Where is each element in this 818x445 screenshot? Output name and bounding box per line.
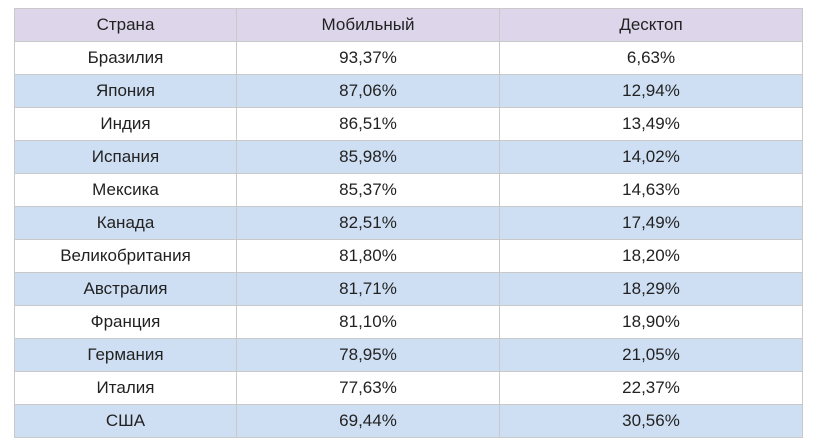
cell-desktop: 17,49% bbox=[499, 206, 803, 240]
cell-desktop: 18,90% bbox=[499, 305, 803, 339]
cell-mobile: 78,95% bbox=[236, 338, 500, 372]
cell-mobile: 85,37% bbox=[236, 173, 500, 207]
data-table-container: Страна Мобильный Десктоп Бразилия 93,37%… bbox=[14, 8, 803, 438]
table-row: Австралия 81,71% 18,29% bbox=[14, 272, 803, 306]
cell-desktop: 22,37% bbox=[499, 371, 803, 405]
cell-mobile: 85,98% bbox=[236, 140, 500, 174]
header-country: Страна bbox=[14, 8, 237, 42]
table-row: Канада 82,51% 17,49% bbox=[14, 206, 803, 240]
cell-mobile: 81,71% bbox=[236, 272, 500, 306]
table-row: Великобритания 81,80% 18,20% bbox=[14, 239, 803, 273]
cell-desktop: 6,63% bbox=[499, 41, 803, 75]
cell-mobile: 87,06% bbox=[236, 74, 500, 108]
cell-country: Япония bbox=[14, 74, 237, 108]
header-desktop: Десктоп bbox=[499, 8, 803, 42]
cell-mobile: 93,37% bbox=[236, 41, 500, 75]
table-row: Франция 81,10% 18,90% bbox=[14, 305, 803, 339]
cell-mobile: 77,63% bbox=[236, 371, 500, 405]
cell-country: Канада bbox=[14, 206, 237, 240]
cell-desktop: 18,20% bbox=[499, 239, 803, 273]
cell-mobile: 86,51% bbox=[236, 107, 500, 141]
table-row: США 69,44% 30,56% bbox=[14, 404, 803, 438]
cell-desktop: 30,56% bbox=[499, 404, 803, 438]
cell-country: Германия bbox=[14, 338, 237, 372]
cell-country: Мексика bbox=[14, 173, 237, 207]
table-row: Испания 85,98% 14,02% bbox=[14, 140, 803, 174]
cell-country: США bbox=[14, 404, 237, 438]
cell-country: Франция bbox=[14, 305, 237, 339]
cell-country: Италия bbox=[14, 371, 237, 405]
cell-mobile: 82,51% bbox=[236, 206, 500, 240]
cell-mobile: 81,10% bbox=[236, 305, 500, 339]
cell-mobile: 81,80% bbox=[236, 239, 500, 273]
table-row: Италия 77,63% 22,37% bbox=[14, 371, 803, 405]
cell-desktop: 14,02% bbox=[499, 140, 803, 174]
header-row: Страна Мобильный Десктоп bbox=[14, 8, 803, 42]
cell-desktop: 14,63% bbox=[499, 173, 803, 207]
header-mobile: Мобильный bbox=[236, 8, 500, 42]
table-row: Мексика 85,37% 14,63% bbox=[14, 173, 803, 207]
cell-country: Бразилия bbox=[14, 41, 237, 75]
cell-country: Индия bbox=[14, 107, 237, 141]
mobile-desktop-share-table: Страна Мобильный Десктоп Бразилия 93,37%… bbox=[14, 8, 803, 438]
table-body: Бразилия 93,37% 6,63% Япония 87,06% 12,9… bbox=[14, 41, 803, 438]
cell-desktop: 12,94% bbox=[499, 74, 803, 108]
table-row: Германия 78,95% 21,05% bbox=[14, 338, 803, 372]
cell-country: Испания bbox=[14, 140, 237, 174]
table-row: Япония 87,06% 12,94% bbox=[14, 74, 803, 108]
cell-desktop: 21,05% bbox=[499, 338, 803, 372]
cell-mobile: 69,44% bbox=[236, 404, 500, 438]
cell-desktop: 13,49% bbox=[499, 107, 803, 141]
table-row: Бразилия 93,37% 6,63% bbox=[14, 41, 803, 75]
table-row: Индия 86,51% 13,49% bbox=[14, 107, 803, 141]
cell-desktop: 18,29% bbox=[499, 272, 803, 306]
table-header: Страна Мобильный Десктоп bbox=[14, 8, 803, 42]
cell-country: Великобритания bbox=[14, 239, 237, 273]
cell-country: Австралия bbox=[14, 272, 237, 306]
